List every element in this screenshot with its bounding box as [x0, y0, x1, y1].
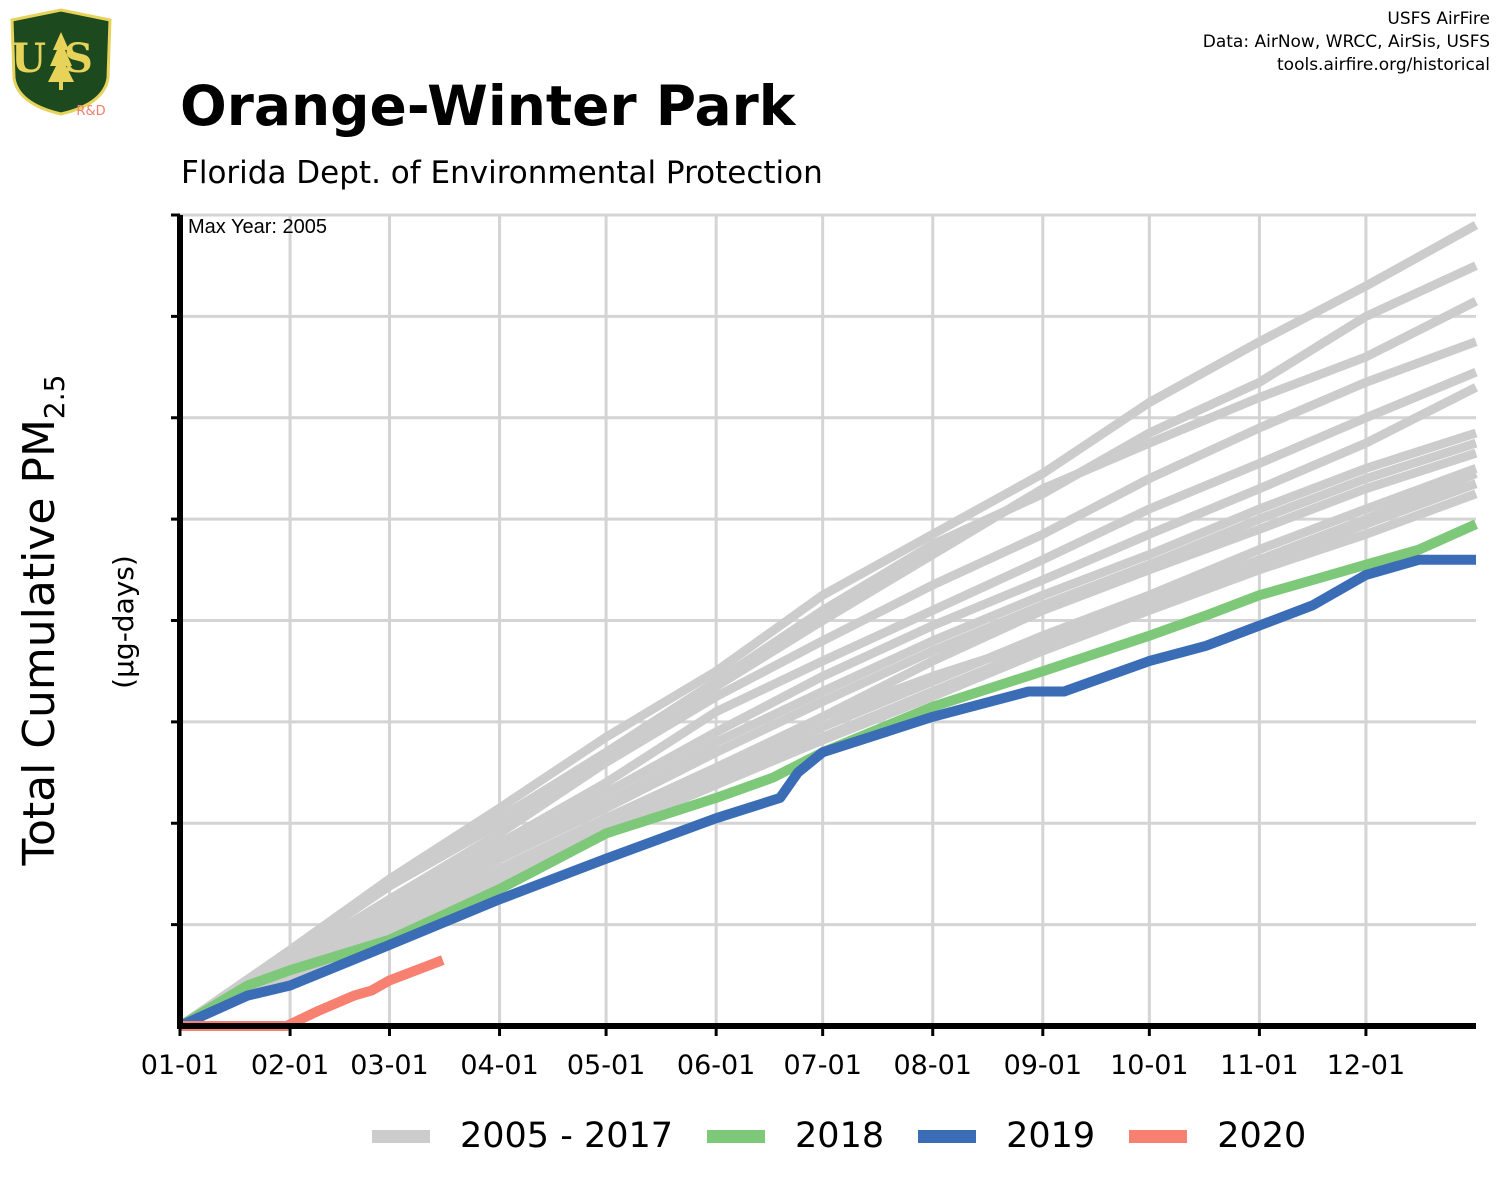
axes: [171, 213, 1476, 1036]
legend-label: 2019: [1006, 1116, 1096, 1156]
x-tick-label: 11-01: [1220, 1050, 1298, 1081]
credits: USFS AirFire Data: AirNow, WRCC, AirSis,…: [1203, 8, 1490, 77]
annotation-max-year: Max Year: 2005: [188, 216, 327, 238]
credit-line: USFS AirFire: [1387, 9, 1490, 29]
x-tick-label: 03-01: [350, 1050, 428, 1081]
legend-label: 2005 - 2017: [460, 1116, 674, 1156]
credit-line: tools.airfire.org/historical: [1277, 55, 1490, 75]
y-axis-units: (µg-days): [107, 555, 140, 689]
svg-text:Total Cumulative PM2.5: Total Cumulative PM2.5: [14, 375, 71, 867]
legend-swatch: [707, 1129, 766, 1143]
x-tick-label: 06-01: [677, 1050, 755, 1081]
legend-label: 2020: [1217, 1116, 1307, 1156]
series-line: [178, 489, 1478, 1031]
x-tick-label: 12-01: [1327, 1050, 1405, 1081]
tree-icon: [48, 32, 74, 82]
legend-swatch: [1129, 1129, 1188, 1143]
x-tick-labels: 01-01 02-01 03-01 04-01 05-01 06-01 07-01 08-01…: [141, 1050, 1405, 1081]
series-2: [177, 554, 1476, 1031]
x-tick-label: 09-01: [1004, 1050, 1082, 1081]
x-tick-label: 10-01: [1110, 1050, 1188, 1081]
legend-swatch: [918, 1129, 977, 1143]
x-tick-label: 01-01: [141, 1050, 219, 1081]
y-axis-subscript: 2.5: [38, 375, 71, 420]
series-0: [177, 221, 1479, 1031]
legend-item: 2018: [707, 1116, 884, 1156]
legend: 2005 - 2017 2018 2019 2020: [372, 1114, 1340, 1158]
series-line: [177, 297, 1479, 1030]
series-line: [178, 469, 1478, 1031]
chart-title: Orange-Winter Park: [180, 74, 796, 138]
legend-item: 2020: [1129, 1116, 1306, 1156]
legend-label: 2018: [795, 1116, 885, 1156]
x-tick-label: 07-01: [783, 1050, 861, 1081]
legend-item: 2019: [918, 1116, 1095, 1156]
legend-item: 2005 - 2017: [372, 1116, 673, 1156]
credit-line: Data: AirNow, WRCC, AirSis, USFS: [1202, 32, 1490, 52]
series-line: [177, 383, 1479, 1030]
x-tick-label: 08-01: [894, 1050, 972, 1081]
series-line: [177, 554, 1476, 1031]
y-axis-title: Total Cumulative PM2.5: [14, 375, 71, 867]
x-tick-label: 05-01: [567, 1050, 645, 1081]
forest-service-logo: US R&D: [10, 8, 112, 118]
logo-rd: R&D: [76, 104, 105, 118]
series-lines: [177, 221, 1479, 1031]
series-line: [177, 438, 1478, 1031]
x-tick-label: 04-01: [460, 1050, 538, 1081]
x-tick-label: 02-01: [251, 1050, 329, 1081]
y-axis-label: Total Cumulative PM: [14, 419, 65, 866]
legend-swatch: [372, 1129, 430, 1143]
chart-subtitle: Florida Dept. of Environmental Protectio…: [181, 155, 823, 191]
